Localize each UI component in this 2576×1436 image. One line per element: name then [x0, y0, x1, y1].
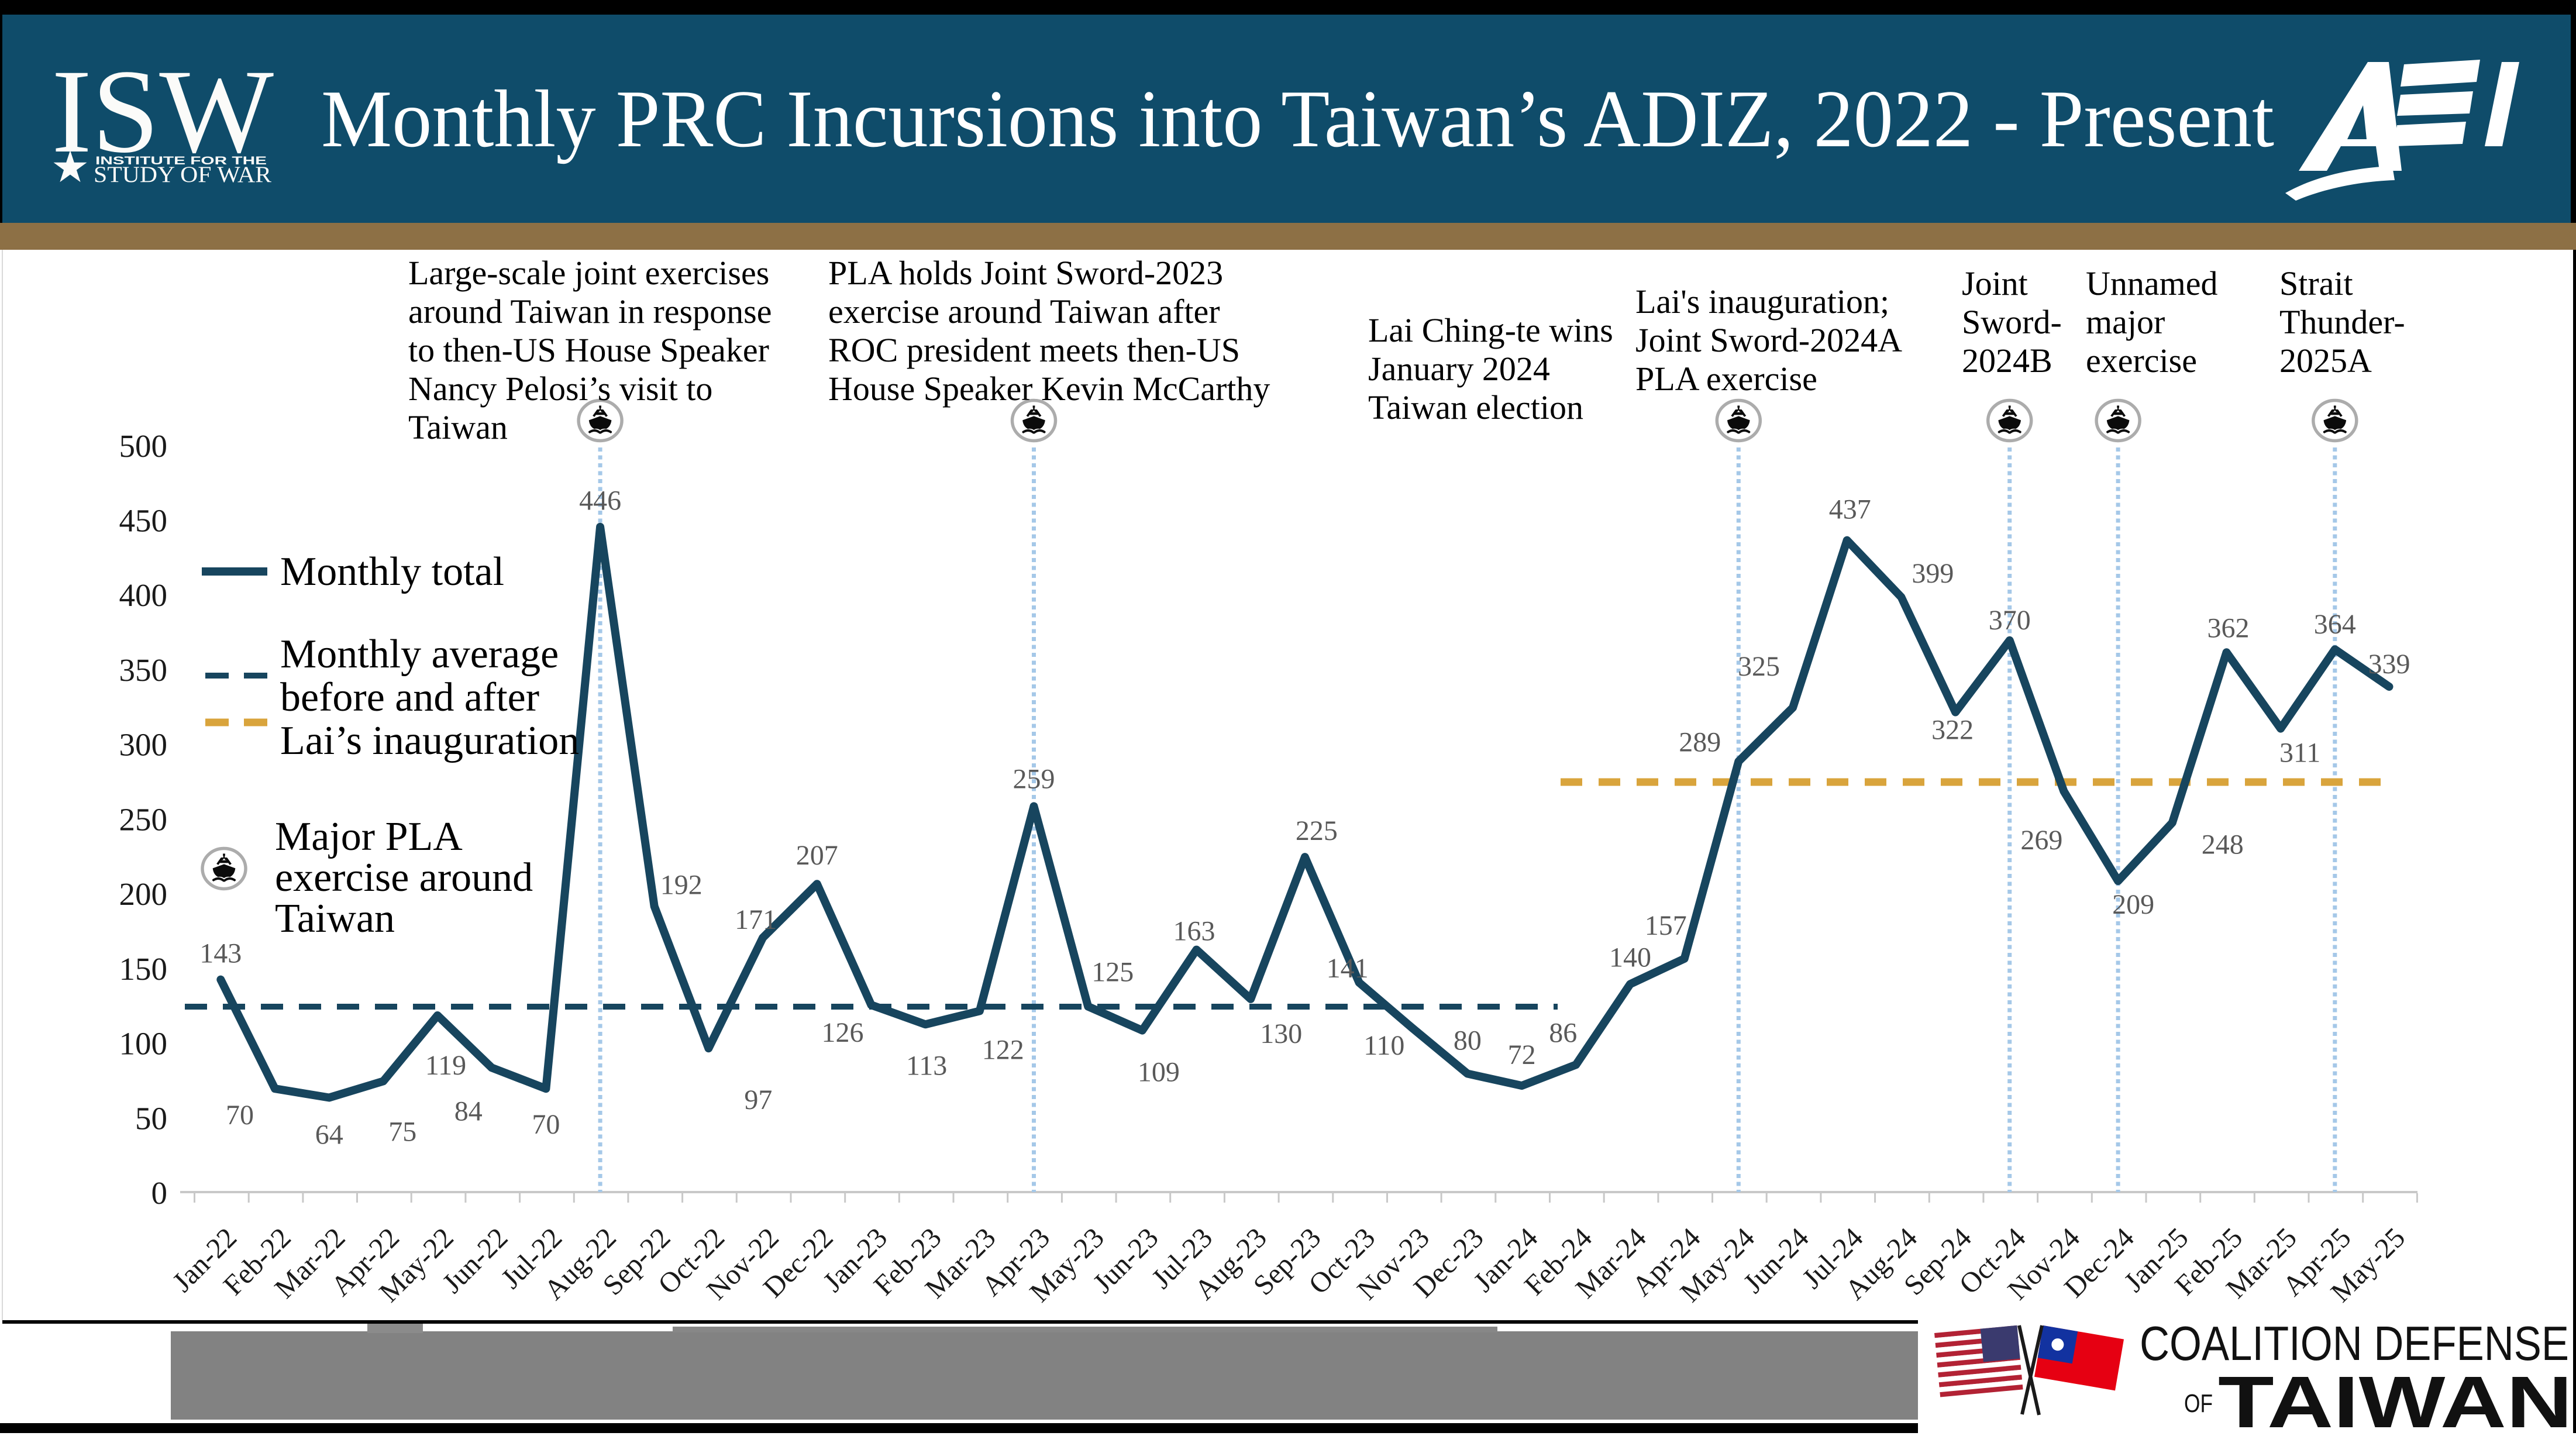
svg-text:Strait: Strait: [2279, 264, 2353, 302]
svg-text:Thunder-: Thunder-: [2279, 303, 2405, 341]
svg-text:January 2024: January 2024: [1368, 350, 1550, 388]
svg-text:70: 70: [226, 1100, 254, 1131]
svg-text:140: 140: [1609, 942, 1651, 973]
svg-text:Monthly PRC Incursions into Ta: Monthly PRC Incursions into Taiwan’s ADI…: [321, 74, 2274, 164]
svg-text:437: 437: [1829, 494, 1871, 525]
svg-text:171: 171: [735, 904, 777, 935]
svg-text:311: 311: [2279, 738, 2320, 769]
svg-text:119: 119: [425, 1050, 466, 1081]
svg-text:209: 209: [2112, 889, 2154, 920]
svg-text:80: 80: [1454, 1025, 1482, 1056]
svg-text:350: 350: [119, 652, 168, 688]
svg-text:289: 289: [1679, 727, 1721, 758]
svg-text:Sword-: Sword-: [1962, 303, 2062, 341]
svg-text:362: 362: [2207, 612, 2250, 643]
svg-text:exercise around: exercise around: [275, 855, 533, 900]
svg-text:75: 75: [388, 1116, 416, 1147]
svg-text:259: 259: [1013, 763, 1055, 794]
svg-text:400: 400: [119, 577, 168, 613]
svg-text:150: 150: [119, 951, 168, 987]
svg-text:325: 325: [1738, 651, 1780, 682]
svg-text:PLA exercise: PLA exercise: [1635, 360, 1817, 398]
svg-text:House Speaker Kevin McCarthy: House Speaker Kevin McCarthy: [828, 370, 1270, 408]
svg-text:Joint Sword-2024A: Joint Sword-2024A: [1635, 321, 1902, 359]
svg-text:97: 97: [744, 1084, 772, 1115]
svg-text:370: 370: [1989, 605, 2031, 636]
svg-text:72: 72: [1508, 1039, 1536, 1070]
svg-text:300: 300: [119, 727, 168, 763]
svg-text:Large-scale joint exercises: Large-scale joint exercises: [408, 254, 769, 292]
svg-text:exercise around Taiwan after: exercise around Taiwan after: [828, 292, 1220, 330]
svg-text:Monthly average: Monthly average: [280, 632, 559, 677]
svg-text:exercise: exercise: [2086, 342, 2197, 380]
svg-text:2024B: 2024B: [1962, 342, 2052, 380]
svg-text:70: 70: [532, 1109, 560, 1140]
svg-text:130: 130: [1260, 1018, 1302, 1049]
svg-text:Lai's inauguration;: Lai's inauguration;: [1635, 283, 1889, 321]
svg-text:100: 100: [119, 1026, 168, 1062]
svg-text:0: 0: [151, 1175, 168, 1211]
svg-text:64: 64: [315, 1120, 343, 1151]
svg-text:125: 125: [1091, 957, 1134, 988]
svg-text:INSTITUTE FOR THE: INSTITUTE FOR THE: [95, 155, 267, 167]
svg-text:446: 446: [579, 485, 621, 516]
svg-text:113: 113: [906, 1050, 947, 1081]
svg-text:2025A: 2025A: [2279, 342, 2372, 380]
svg-text:250: 250: [119, 801, 168, 837]
svg-text:ISW: ISW: [51, 45, 274, 178]
svg-text:192: 192: [660, 870, 702, 901]
svg-text:OF: OF: [2184, 1389, 2213, 1418]
svg-text:50: 50: [135, 1100, 167, 1136]
svg-text:Monthly total: Monthly total: [280, 549, 504, 594]
svg-text:109: 109: [1138, 1057, 1180, 1088]
svg-text:Taiwan: Taiwan: [275, 896, 395, 941]
svg-text:200: 200: [119, 876, 168, 912]
svg-text:Unnamed: Unnamed: [2086, 264, 2218, 302]
svg-text:ROC president meets then-US: ROC president meets then-US: [828, 331, 1240, 369]
svg-text:84: 84: [454, 1096, 483, 1127]
svg-text:Lai’s inauguration: Lai’s inauguration: [280, 718, 579, 763]
svg-text:248: 248: [2202, 829, 2244, 860]
svg-text:450: 450: [119, 503, 168, 539]
svg-text:157: 157: [1645, 910, 1687, 941]
svg-text:to then-US House Speaker: to then-US House Speaker: [408, 331, 769, 369]
svg-text:269: 269: [2020, 825, 2062, 856]
svg-text:339: 339: [2368, 649, 2410, 680]
svg-text:Taiwan: Taiwan: [408, 408, 508, 446]
svg-text:86: 86: [1549, 1017, 1577, 1048]
svg-text:322: 322: [1931, 715, 1974, 746]
svg-text:around Taiwan in response: around Taiwan in response: [408, 292, 772, 330]
svg-text:TAIWAN: TAIWAN: [2218, 1362, 2572, 1433]
svg-text:before and after: before and after: [280, 675, 539, 720]
svg-text:STUDY OF WAR: STUDY OF WAR: [94, 162, 271, 187]
svg-text:126: 126: [822, 1017, 864, 1048]
svg-text:110: 110: [1363, 1030, 1404, 1061]
svg-text:Lai Ching-te wins: Lai Ching-te wins: [1368, 311, 1613, 349]
svg-text:225: 225: [1296, 815, 1338, 846]
svg-text:COALITION DEFENSE: COALITION DEFENSE: [2140, 1316, 2569, 1370]
svg-text:major: major: [2086, 303, 2165, 341]
svg-text:PLA holds Joint Sword-2023: PLA holds Joint Sword-2023: [828, 254, 1223, 292]
svg-text:500: 500: [119, 428, 168, 464]
svg-text:143: 143: [199, 938, 242, 969]
svg-text:364: 364: [2314, 609, 2356, 640]
svg-text:399: 399: [1912, 558, 1954, 589]
svg-text:207: 207: [796, 840, 838, 871]
svg-text:Major PLA: Major PLA: [275, 814, 463, 859]
svg-text:Nancy Pelosi’s visit to: Nancy Pelosi’s visit to: [408, 370, 712, 408]
svg-text:163: 163: [1173, 916, 1215, 947]
svg-text:Taiwan election: Taiwan election: [1368, 388, 1583, 426]
svg-text:122: 122: [982, 1034, 1024, 1065]
svg-text:Joint: Joint: [1962, 264, 2028, 302]
svg-text:141: 141: [1327, 953, 1369, 984]
